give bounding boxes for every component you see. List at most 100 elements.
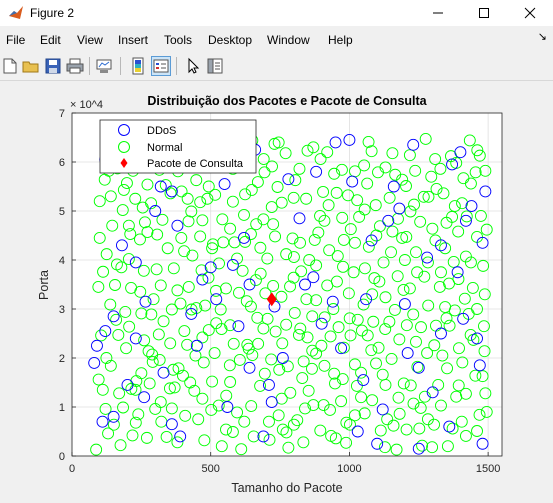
normal-point: [458, 292, 471, 305]
ddos-point: [476, 437, 489, 450]
save-button[interactable]: [43, 56, 63, 76]
print-button[interactable]: [65, 56, 85, 76]
normal-point: [307, 141, 320, 154]
normal-point: [175, 231, 188, 244]
edit-plot-button[interactable]: [183, 56, 203, 76]
ddos-point: [196, 273, 209, 286]
axis-ticks: 0 500 1000 1500 0 1 2 3 4 5 6 7: [59, 108, 500, 475]
normal-point: [210, 317, 223, 330]
normal-point: [294, 322, 307, 335]
normal-point: [123, 320, 136, 333]
y-axis-label: Porta: [37, 270, 51, 300]
link-plot-button[interactable]: [94, 56, 114, 76]
normal-point: [347, 266, 360, 279]
normal-point: [282, 441, 295, 454]
normal-point: [275, 290, 288, 303]
normal-point: [110, 258, 123, 271]
menu-tools[interactable]: Tools: [164, 33, 193, 47]
normal-point: [164, 337, 177, 350]
maximize-button[interactable]: [461, 0, 507, 26]
property-inspector-button[interactable]: [205, 56, 225, 76]
ddos-point: [96, 415, 109, 428]
close-button[interactable]: [507, 0, 553, 26]
x-tick-label: 500: [202, 463, 220, 475]
normal-point: [122, 219, 135, 232]
figure-canvas: 0 500 1000 1500 0 1 2 3 4 5 6 7 Distribuição dos Pa…: [0, 81, 553, 498]
normal-point: [297, 436, 310, 449]
normal-point: [447, 256, 460, 268]
normal-point: [312, 226, 325, 239]
open-file-button[interactable]: [21, 56, 41, 76]
normal-point: [206, 242, 219, 255]
normal-point: [479, 387, 492, 400]
normal-point: [301, 144, 314, 157]
normal-point: [335, 395, 348, 408]
normal-point: [332, 321, 345, 334]
normal-point: [410, 335, 422, 348]
menu-edit[interactable]: Edit: [40, 33, 61, 47]
normal-point: [196, 331, 209, 344]
toolbar-separator: [176, 57, 177, 75]
normal-point: [416, 439, 429, 452]
normal-point: [296, 372, 309, 385]
normal-point: [129, 416, 142, 429]
normal-point: [178, 325, 191, 337]
normal-point: [163, 382, 176, 395]
normal-point: [289, 174, 302, 187]
ddos-point: [443, 420, 456, 433]
normal-point: [269, 325, 282, 338]
menu-window[interactable]: Window: [267, 33, 310, 47]
ddos-point: [351, 425, 364, 438]
minimize-button[interactable]: [415, 0, 461, 26]
normal-point: [199, 299, 212, 312]
normal-point: [167, 262, 180, 275]
normal-point: [303, 254, 316, 266]
normal-point: [307, 399, 320, 411]
ddos-point: [107, 310, 120, 323]
y-tick-label: 5: [59, 206, 65, 218]
menu-expand-icon[interactable]: ↘: [537, 31, 547, 43]
normal-point: [435, 266, 447, 279]
normal-point: [109, 279, 121, 291]
normal-point: [287, 251, 300, 264]
menu-view[interactable]: View: [77, 33, 103, 47]
normal-point: [349, 358, 361, 371]
normal-point: [152, 328, 165, 341]
insert-colorbar-button[interactable]: [128, 56, 148, 76]
ddos-point: [263, 379, 275, 391]
normal-point: [137, 264, 150, 277]
normal-point: [436, 349, 449, 362]
normal-point: [280, 426, 293, 439]
normal-point: [359, 262, 371, 275]
normal-point: [215, 440, 228, 453]
normal-point: [235, 443, 248, 456]
normal-point: [244, 300, 257, 313]
normal-point: [141, 178, 154, 191]
normal-point: [478, 345, 491, 358]
normal-point: [417, 190, 430, 203]
normal-point: [226, 195, 239, 208]
normal-point: [377, 256, 390, 269]
normal-point: [138, 334, 151, 347]
new-figure-button[interactable]: [0, 56, 20, 76]
legend[interactable]: DDoS Normal Pacote de Consulta: [99, 119, 257, 174]
normal-point: [294, 236, 306, 249]
normal-point: [463, 134, 476, 147]
normal-point: [473, 149, 486, 162]
menu-help[interactable]: Help: [328, 33, 353, 47]
normal-point: [422, 190, 435, 203]
normal-point: [251, 176, 264, 189]
ddos-point: [310, 165, 323, 178]
menu-desktop[interactable]: Desktop: [208, 33, 253, 47]
menu-file[interactable]: File: [6, 33, 26, 47]
insert-legend-button[interactable]: [151, 56, 171, 76]
normal-point: [331, 250, 344, 263]
normal-point: [266, 160, 278, 173]
normal-point: [328, 167, 341, 180]
close-icon: [524, 7, 536, 19]
normal-point: [403, 282, 416, 295]
menu-insert[interactable]: Insert: [118, 33, 149, 47]
normal-point: [177, 369, 189, 382]
normal-point: [460, 210, 473, 223]
title-bar: Figure 2: [0, 0, 553, 26]
